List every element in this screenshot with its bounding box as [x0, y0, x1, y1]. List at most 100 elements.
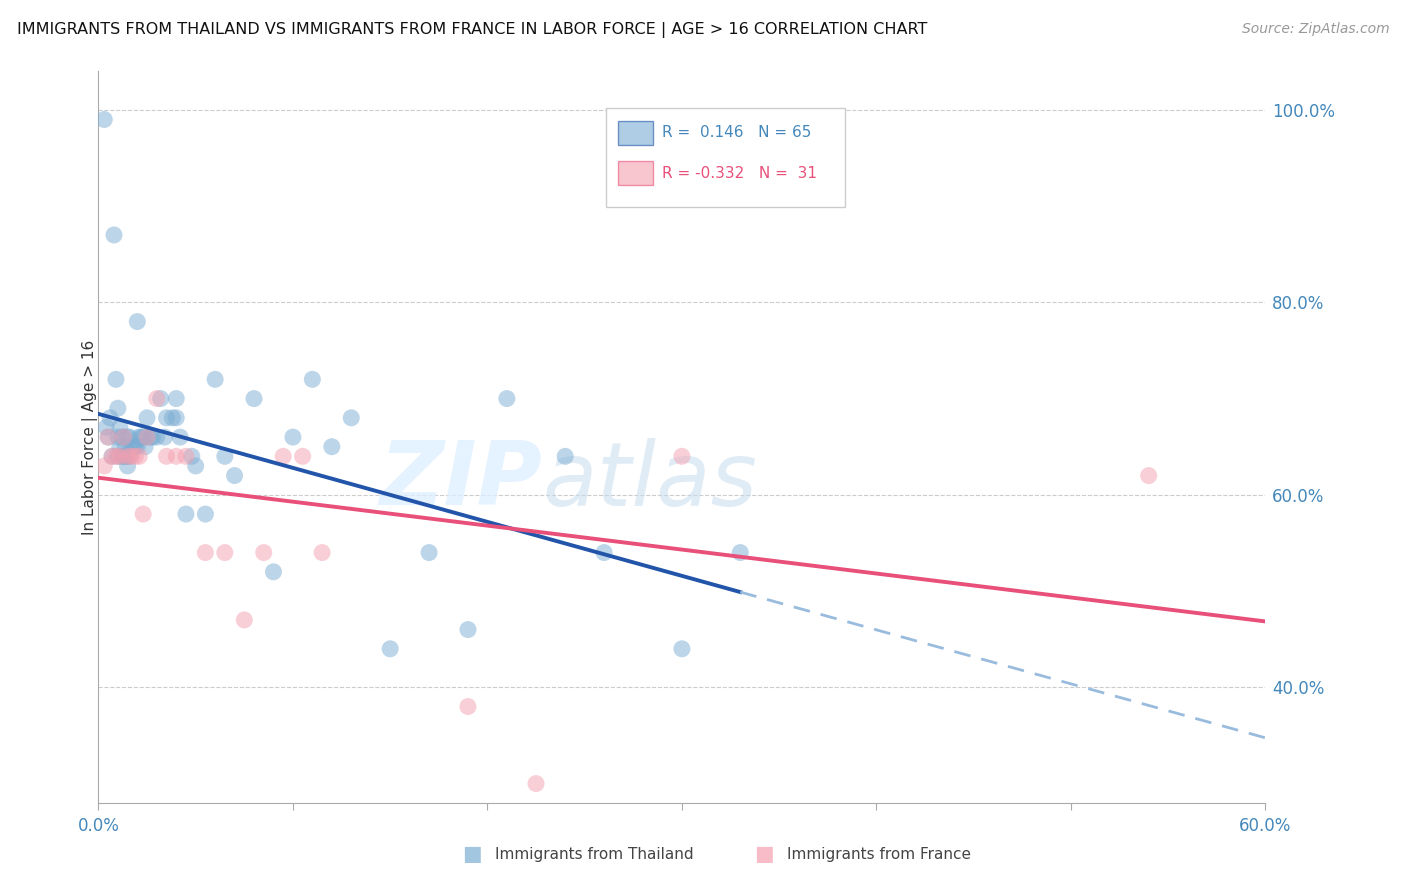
- Point: [262, 565, 284, 579]
- Text: R = -0.332   N =  31: R = -0.332 N = 31: [662, 166, 817, 180]
- Point: [107, 430, 129, 444]
- Point: [98, 410, 121, 425]
- Point: [174, 507, 197, 521]
- Text: Immigrants from France: Immigrants from France: [787, 847, 972, 862]
- Point: [112, 430, 135, 444]
- Point: [165, 410, 187, 425]
- Point: [111, 450, 134, 464]
- Point: [730, 545, 752, 559]
- Point: [142, 430, 165, 444]
- Point: [1137, 468, 1160, 483]
- Point: [97, 430, 120, 444]
- Point: [129, 430, 152, 444]
- Text: Source: ZipAtlas.com: Source: ZipAtlas.com: [1241, 22, 1389, 37]
- Text: ■: ■: [754, 844, 773, 864]
- Point: [457, 623, 479, 637]
- Point: [253, 545, 276, 559]
- Point: [671, 450, 693, 464]
- Point: [162, 410, 184, 425]
- Point: [204, 372, 226, 386]
- Point: [97, 430, 120, 444]
- Point: [121, 450, 143, 464]
- Text: R =  0.146   N = 65: R = 0.146 N = 65: [662, 125, 811, 140]
- Point: [155, 450, 177, 464]
- FancyBboxPatch shape: [617, 161, 652, 185]
- Point: [128, 450, 150, 464]
- Point: [93, 458, 115, 473]
- Text: atlas: atlas: [541, 438, 756, 524]
- Point: [111, 430, 134, 444]
- Point: [194, 545, 217, 559]
- Point: [224, 468, 246, 483]
- Point: [165, 392, 187, 406]
- Point: [180, 450, 202, 464]
- Point: [496, 392, 519, 406]
- Point: [128, 430, 150, 444]
- Point: [134, 440, 156, 454]
- Point: [132, 430, 155, 444]
- Text: ZIP: ZIP: [380, 437, 541, 524]
- Point: [165, 450, 187, 464]
- Point: [121, 440, 143, 454]
- Y-axis label: In Labor Force | Age > 16: In Labor Force | Age > 16: [82, 340, 98, 534]
- FancyBboxPatch shape: [606, 108, 845, 207]
- Point: [103, 227, 125, 242]
- Point: [118, 450, 141, 464]
- Point: [124, 450, 146, 464]
- Point: [122, 440, 145, 454]
- Point: [271, 450, 294, 464]
- Point: [149, 392, 172, 406]
- Point: [321, 440, 343, 454]
- Text: IMMIGRANTS FROM THAILAND VS IMMIGRANTS FROM FRANCE IN LABOR FORCE | AGE > 16 COR: IMMIGRANTS FROM THAILAND VS IMMIGRANTS F…: [17, 22, 927, 38]
- Point: [380, 641, 402, 656]
- Point: [554, 450, 576, 464]
- Point: [243, 392, 266, 406]
- Point: [291, 450, 314, 464]
- Point: [184, 458, 207, 473]
- Point: [127, 440, 149, 454]
- Point: [108, 450, 131, 464]
- Point: [101, 450, 124, 464]
- Point: [146, 392, 169, 406]
- Point: [108, 440, 131, 454]
- Text: ■: ■: [463, 844, 482, 864]
- Point: [457, 699, 479, 714]
- Point: [340, 410, 363, 425]
- Point: [194, 507, 217, 521]
- Point: [136, 430, 159, 444]
- Point: [96, 420, 118, 434]
- Point: [117, 430, 139, 444]
- Point: [127, 315, 149, 329]
- Point: [124, 440, 146, 454]
- FancyBboxPatch shape: [617, 121, 652, 145]
- Point: [281, 430, 304, 444]
- Point: [114, 440, 136, 454]
- Point: [214, 545, 236, 559]
- Point: [93, 112, 115, 127]
- Point: [593, 545, 616, 559]
- Point: [112, 450, 135, 464]
- Point: [169, 430, 191, 444]
- Point: [671, 641, 693, 656]
- Point: [132, 507, 155, 521]
- Point: [136, 430, 159, 444]
- Point: [146, 430, 169, 444]
- Point: [311, 545, 333, 559]
- Point: [214, 450, 236, 464]
- Point: [418, 545, 440, 559]
- Point: [104, 450, 127, 464]
- Point: [136, 410, 159, 425]
- Point: [118, 430, 141, 444]
- Point: [139, 430, 162, 444]
- Point: [117, 450, 139, 464]
- Point: [108, 420, 131, 434]
- Point: [101, 450, 124, 464]
- Point: [104, 372, 127, 386]
- Point: [117, 450, 139, 464]
- Point: [114, 450, 136, 464]
- Point: [107, 401, 129, 416]
- Point: [155, 410, 177, 425]
- Point: [301, 372, 323, 386]
- Point: [107, 450, 129, 464]
- Point: [153, 430, 176, 444]
